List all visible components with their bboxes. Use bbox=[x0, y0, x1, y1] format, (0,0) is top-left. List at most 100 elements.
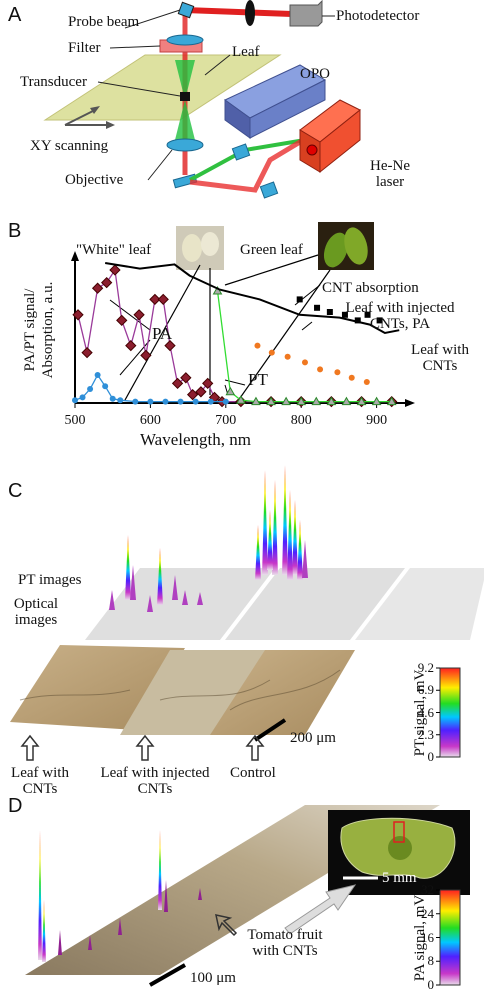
signal-peak bbox=[158, 830, 162, 910]
data-point bbox=[371, 396, 382, 406]
data-point bbox=[341, 396, 352, 406]
colorbar-label: PA signal, mV bbox=[412, 894, 428, 982]
data-point bbox=[116, 314, 128, 327]
label: He-Ne laser bbox=[370, 158, 410, 190]
signal-peak bbox=[118, 918, 122, 935]
data-point bbox=[236, 395, 246, 404]
label: Probe beam bbox=[68, 14, 140, 30]
data-point bbox=[186, 388, 199, 401]
label: Photodetector bbox=[336, 8, 420, 24]
signal-peak bbox=[42, 900, 46, 962]
label: Leaf bbox=[232, 44, 260, 60]
signal-peak bbox=[267, 510, 273, 570]
data-point bbox=[314, 304, 321, 311]
colorbar-tick-label: 16 bbox=[421, 929, 434, 945]
label: OPO bbox=[300, 66, 331, 82]
panel-letter: D bbox=[8, 795, 23, 817]
data-point bbox=[281, 396, 291, 406]
signal-peak bbox=[157, 548, 163, 605]
data-point bbox=[79, 394, 86, 401]
signal-peak bbox=[38, 830, 42, 960]
series-label: Leaf with injected CNTs, PA bbox=[345, 300, 455, 332]
data-point bbox=[177, 398, 184, 405]
x-tick-label: 800 bbox=[290, 413, 312, 428]
sample-label: Leaf with CNTs bbox=[11, 765, 69, 797]
pa-tomato bbox=[25, 805, 470, 987]
series-label: CNT absorption bbox=[322, 280, 419, 296]
annotation: Green leaf bbox=[240, 242, 303, 258]
data-point bbox=[386, 396, 397, 406]
data-point bbox=[266, 396, 276, 406]
data-point bbox=[202, 377, 214, 390]
data-point bbox=[296, 396, 307, 406]
data-point bbox=[376, 317, 383, 324]
panel-letter: B bbox=[8, 220, 22, 242]
colorbar-tick-label: 0 bbox=[427, 977, 435, 992]
colorbar-tick-label: 4.6 bbox=[417, 704, 434, 720]
data-point bbox=[72, 309, 84, 321]
data-point bbox=[363, 379, 370, 385]
y-axis-label: PA/PT signal/ bbox=[22, 288, 38, 372]
signal-peak bbox=[125, 535, 131, 600]
data-point bbox=[254, 342, 261, 349]
data-point bbox=[94, 372, 101, 378]
signal-peak bbox=[262, 470, 268, 575]
signal-peak bbox=[182, 590, 188, 605]
x-tick-label: 600 bbox=[139, 413, 161, 428]
signal-peak bbox=[302, 540, 308, 578]
series-label: Leaf with CNTs bbox=[411, 342, 469, 374]
setup-diagram bbox=[43, 0, 361, 199]
signal-peak bbox=[88, 935, 92, 950]
data-point bbox=[162, 398, 169, 405]
colorbar-tick-label: 8 bbox=[427, 953, 435, 969]
colorbar-tick-label: 24 bbox=[421, 905, 434, 921]
data-point bbox=[101, 276, 113, 289]
data-point bbox=[317, 366, 324, 373]
x-axis-arrow bbox=[405, 399, 415, 407]
signal-peak bbox=[282, 465, 288, 575]
data-point bbox=[91, 282, 104, 294]
data-point bbox=[326, 309, 333, 315]
signal-peak bbox=[197, 592, 203, 605]
signal-peak bbox=[147, 595, 153, 612]
label: PT images bbox=[18, 572, 82, 588]
label: Optical images bbox=[13, 596, 59, 628]
data-point bbox=[109, 264, 121, 276]
data-point bbox=[109, 395, 116, 402]
panel-letter: C bbox=[8, 480, 23, 502]
data-point bbox=[354, 317, 361, 324]
data-point bbox=[140, 349, 152, 362]
data-point bbox=[149, 293, 161, 306]
spectra-chart bbox=[71, 251, 415, 408]
data-point bbox=[157, 293, 169, 306]
label: Transducer bbox=[20, 74, 87, 90]
y-axis-arrow bbox=[71, 251, 79, 261]
signal-peak bbox=[287, 490, 293, 580]
signal-peak bbox=[172, 575, 178, 600]
data-point bbox=[72, 397, 78, 404]
colorbar-tick-label: 0 bbox=[427, 749, 435, 764]
signal-peak bbox=[292, 500, 298, 575]
data-point bbox=[301, 359, 308, 366]
annotation: PA bbox=[152, 324, 173, 343]
data-point bbox=[132, 398, 139, 405]
leaf-photos bbox=[109, 222, 374, 401]
signal-peak bbox=[164, 880, 168, 912]
data-point bbox=[225, 386, 236, 396]
data-point bbox=[164, 339, 176, 352]
data-point bbox=[102, 383, 109, 390]
data-point bbox=[251, 396, 261, 406]
signal-peak bbox=[255, 525, 261, 580]
series-line bbox=[105, 262, 400, 335]
data-point bbox=[268, 349, 275, 356]
data-point bbox=[180, 372, 192, 384]
data-point bbox=[334, 369, 341, 376]
y-axis-label: Absorption, a.u. bbox=[40, 281, 56, 379]
data-point bbox=[222, 398, 229, 405]
colorbar-tick-label: 6.9 bbox=[417, 682, 434, 698]
scale-bar-label: 200 μm bbox=[290, 730, 336, 746]
data-point bbox=[195, 386, 207, 398]
signal-peak bbox=[109, 590, 115, 610]
signal-peak bbox=[198, 888, 202, 900]
